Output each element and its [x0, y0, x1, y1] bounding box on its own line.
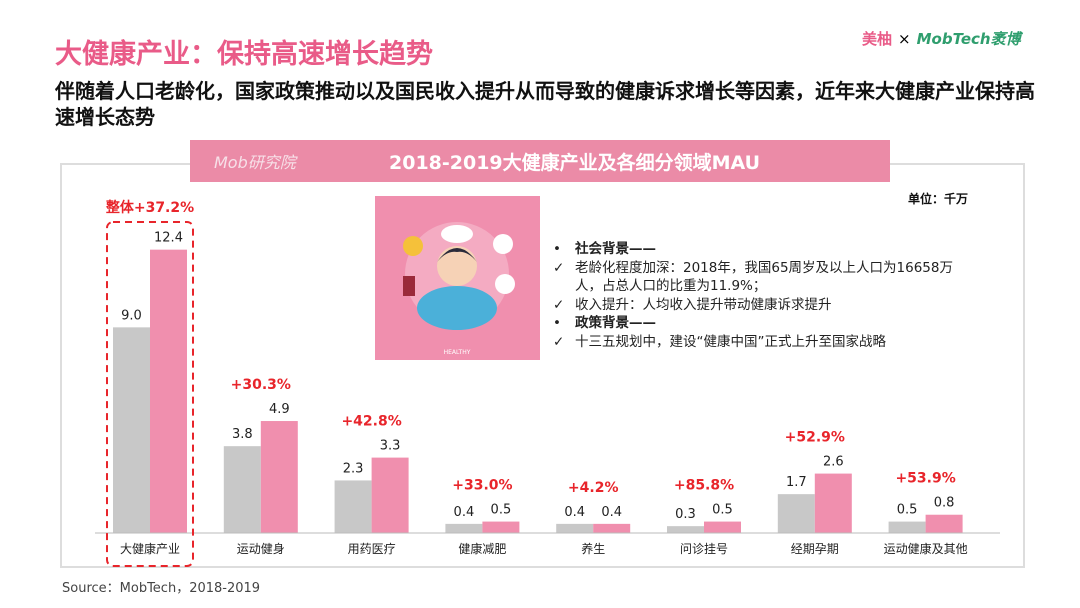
check-icon: ✓: [553, 259, 565, 276]
value-label: 2.3: [343, 461, 364, 476]
background-text: 老龄化程度加深：2018年，我国65周岁及以上人口为16658万人，占总人口的比…: [575, 259, 953, 295]
bar-2019: [482, 521, 520, 533]
growth-label: 整体+37.2%: [105, 199, 194, 216]
bar-2019: [371, 457, 409, 533]
growth-label: +52.9%: [785, 430, 845, 446]
background-text: 十三五规划中，建设“健康中国”正式上升至国家战略: [575, 333, 886, 350]
category-label: 经期孕期: [791, 542, 839, 556]
background-notes: • 社会背景—— ✓ 老龄化程度加深：2018年，我国65周岁及以上人口为16658万…: [553, 240, 960, 351]
mobtech-logo: MobTech袤博: [916, 30, 1021, 48]
bar-2018: [445, 523, 483, 533]
value-label: 0.4: [601, 505, 622, 520]
background-item: • 社会背景——: [553, 240, 960, 259]
highlight-box: [106, 221, 194, 567]
category-label: 健康减肥: [458, 541, 506, 556]
bullet-icon: •: [553, 241, 561, 257]
background-text: 收入提升：人均收入提升带动健康诉求提升: [575, 296, 832, 313]
healthy-label: HEALTHY: [444, 349, 471, 356]
value-label: 12.4: [154, 231, 183, 246]
category-label: 用药医疗: [348, 542, 396, 556]
bar-2018: [556, 523, 594, 533]
bar-2018: [113, 327, 150, 533]
bar-2019: [593, 523, 631, 533]
value-label: 3.3: [380, 439, 401, 454]
bar-2019: [925, 514, 963, 533]
category-label: 养生: [581, 541, 605, 556]
growth-label: +30.3%: [231, 377, 291, 393]
category-label: 运动健身: [237, 541, 285, 556]
healthy-person-icon: HEALTHY: [403, 222, 515, 356]
category-label: 运动健康及其他: [884, 541, 968, 556]
bar-2018: [223, 446, 261, 533]
growth-label: +42.8%: [341, 414, 401, 430]
growth-label: +85.8%: [674, 478, 734, 494]
value-label: 3.8: [232, 427, 253, 442]
growth-label: +33.0%: [452, 478, 512, 494]
value-label: 9.0: [121, 308, 142, 323]
value-label: 0.5: [897, 503, 918, 518]
growth-label: +53.9%: [895, 471, 955, 487]
background-item: • 政策背景——: [553, 314, 960, 333]
unit-label: 单位：千万: [908, 192, 969, 206]
value-label: 0.5: [491, 503, 512, 518]
bar-2018: [334, 480, 372, 533]
check-icon: ✓: [553, 333, 565, 350]
growth-label: +4.2%: [568, 480, 619, 496]
meiyou-logo: 美柚: [862, 30, 893, 48]
brand-logos: 美柚 × MobTech袤博: [862, 28, 1021, 49]
bar-2019: [704, 521, 741, 533]
source-note: Source：MobTech，2018-2019: [62, 581, 261, 596]
value-label: 0.3: [675, 507, 696, 522]
category-label: 大健康产业: [120, 541, 180, 556]
bar-2018: [777, 494, 815, 533]
value-label: 0.5: [712, 503, 733, 518]
subtitle: 伴随着人口老龄化，国家政策推动以及国民收入提升从而导致的健康诉求增长等因素，近年…: [55, 79, 1035, 129]
background-text: 社会背景——: [575, 241, 656, 257]
bullet-icon: •: [553, 315, 561, 331]
check-icon: ✓: [553, 296, 565, 313]
category-label: 问诊挂号: [680, 542, 728, 556]
value-label: 1.7: [786, 475, 807, 490]
bar-2018: [888, 521, 926, 533]
mob-research-logo: Mob研究院: [214, 153, 296, 172]
healthy-illustration: HEALTHY: [375, 196, 540, 360]
background-item: ✓ 十三五规划中，建设“健康中国”正式上升至国家战略: [553, 333, 960, 352]
page-title: 大健康产业：保持高速增长趋势: [55, 39, 433, 70]
bar-2019: [150, 249, 187, 533]
times-sign: ×: [898, 29, 911, 48]
bar-2019: [814, 473, 852, 533]
chart-header: Mob研究院 2018-2019大健康产业及各细分领域MAU: [190, 140, 890, 182]
background-item: ✓ 收入提升：人均收入提升带动健康诉求提升: [553, 296, 960, 315]
value-label: 0.4: [564, 505, 585, 520]
background-item: ✓ 老龄化程度加深：2018年，我国65周岁及以上人口为16658万人，占总人口的…: [553, 259, 960, 296]
value-label: 2.6: [823, 455, 844, 470]
background-text: 政策背景——: [575, 315, 656, 331]
chart-title: 2018-2019大健康产业及各细分领域MAU: [389, 151, 761, 174]
value-label: 4.9: [269, 402, 290, 417]
bar-2019: [260, 421, 298, 533]
bar-2018: [667, 526, 704, 533]
value-label: 0.8: [934, 496, 955, 511]
value-label: 0.4: [454, 505, 475, 520]
